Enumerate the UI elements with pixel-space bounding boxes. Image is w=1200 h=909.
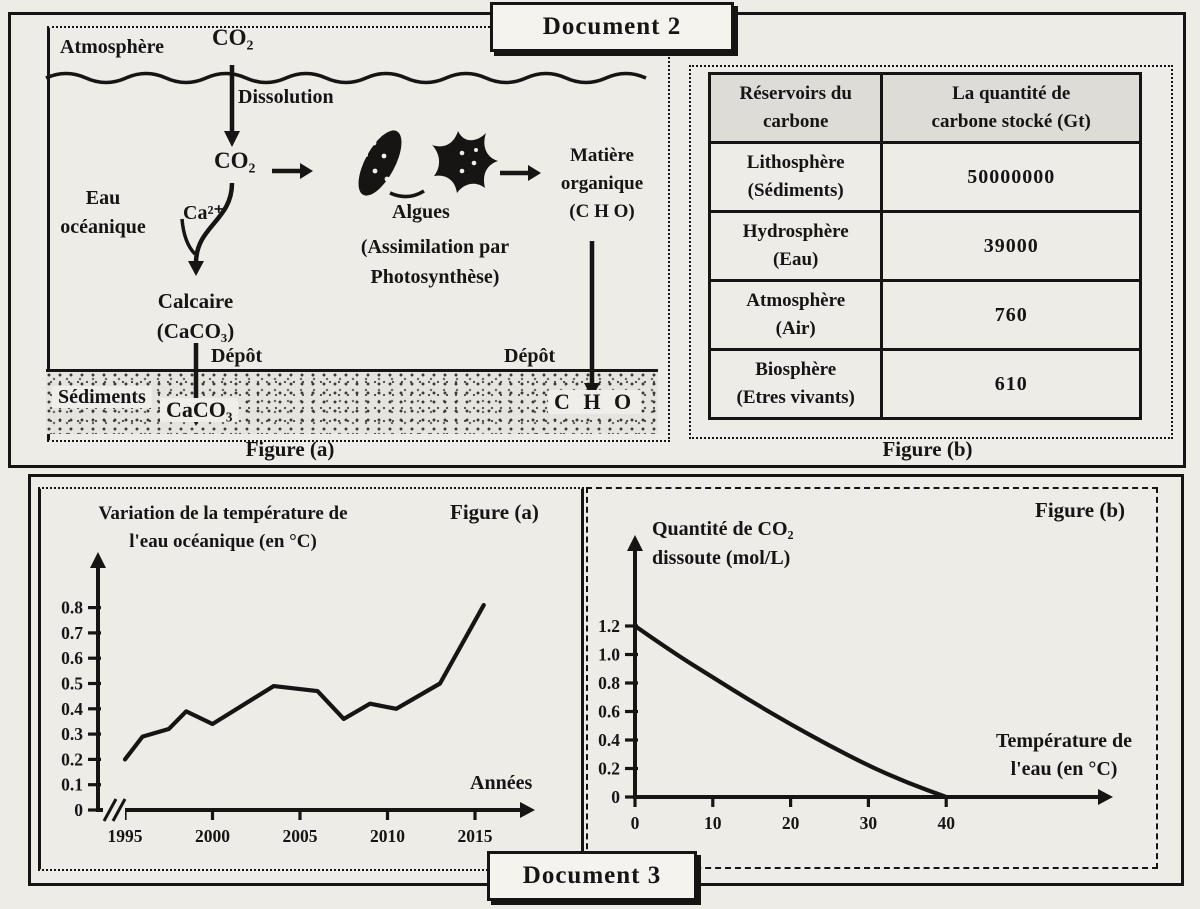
calcium-merge-line: [180, 218, 197, 256]
svg-text:2015: 2015: [458, 826, 493, 846]
svg-text:0: 0: [74, 800, 83, 820]
svg-text:1.0: 1.0: [598, 645, 620, 665]
svg-text:0.1: 0.1: [61, 775, 83, 795]
years-axis-label: Années: [470, 772, 533, 794]
svg-text:0.2: 0.2: [598, 759, 620, 779]
svg-text:20: 20: [782, 813, 800, 833]
document3-title: Document 3: [487, 851, 697, 901]
svg-text:40: 40: [937, 813, 955, 833]
carbon-cycle-diagram: [45, 65, 647, 426]
plankton-icon: [432, 131, 498, 193]
figure-a-caption-doc3: Figure (a): [450, 500, 539, 524]
svg-text:0.4: 0.4: [598, 730, 620, 750]
ocean-surface-line: [45, 71, 647, 85]
sediments-label: Sédiments: [52, 386, 152, 408]
carbon-cycle-figure-panel: [47, 26, 670, 442]
reservoir-value-cell: 50000000: [880, 141, 1142, 213]
svg-text:0: 0: [611, 787, 620, 807]
dissolution-arrow-down-icon: [224, 65, 240, 147]
co2-solubility-chart-panel: [586, 487, 1158, 869]
reservoir-table-panel: [689, 65, 1173, 439]
temperature-line-chart: 0 0.1 0.2 0.3 0.4 0.5 0.6 0.7 0.8 1995 2000 2005 201…: [61, 552, 535, 846]
dissolution-label: Dissolution: [238, 86, 334, 108]
algae-to-organic-arrow-right-icon: [500, 165, 541, 181]
reservoir-name-cell: Biosphère (Etres vivants): [707, 348, 884, 420]
reservoir-name-cell: Hydrosphère (Eau): [707, 210, 884, 282]
table-row: Hydrosphère (Eau) 39000: [707, 210, 1142, 282]
reservoir-column-header: Réservoirs du carbone: [707, 72, 884, 144]
calcium-ion-label: Ca²⁺: [183, 202, 224, 224]
co2-solubility-curve-chart: 0 0.2 0.4 0.6 0.8 1.0 1.2 0 10 20 30 40: [598, 535, 1113, 833]
svg-text:1995: 1995: [108, 826, 143, 846]
depot-right-label: Dépôt: [504, 345, 556, 367]
atmosphere-label: Atmosphère: [60, 36, 165, 58]
svg-text:0.6: 0.6: [61, 648, 83, 668]
organic-matter-label: Matière organique (C H O): [560, 145, 644, 222]
reservoir-value-cell: 39000: [880, 210, 1142, 282]
svg-text:0.7: 0.7: [61, 623, 83, 643]
reservoir-value-cell: 610: [880, 348, 1142, 420]
calcaire-label: Calcaire (CaCO₃): [156, 289, 235, 343]
temperature-chart-title: Variation de la température de l'eau océ…: [98, 503, 348, 552]
svg-text:0.8: 0.8: [598, 673, 620, 693]
reservoir-value-cell: 760: [880, 279, 1142, 351]
water-temperature-axis-label: Température de l'eau (en °C): [995, 730, 1133, 780]
svg-text:1.2: 1.2: [598, 616, 620, 636]
svg-text:0.2: 0.2: [61, 749, 83, 769]
svg-text:30: 30: [860, 813, 878, 833]
organic-deposit-arrow-down-icon: [584, 241, 600, 398]
algae-icon: [358, 130, 425, 199]
svg-text:0.3: 0.3: [61, 724, 83, 744]
figure-b-caption-doc2: Figure (b): [882, 437, 973, 461]
svg-text:10: 10: [704, 813, 722, 833]
co2-axis-label: Quantité de CO₂ dissoute (mol/L): [652, 518, 794, 569]
quantity-column-header: La quantité de carbone stocké (Gt): [880, 72, 1142, 144]
svg-text:0: 0: [631, 813, 640, 833]
figure-b-caption-doc3: Figure (b): [1035, 498, 1126, 522]
algues-label: Algues: [392, 201, 450, 223]
table-row: Atmosphère (Air) 760: [707, 279, 1142, 351]
svg-text:2000: 2000: [195, 826, 230, 846]
table-row: Biosphère (Etres vivants) 610: [707, 348, 1142, 420]
table-header-row: Réservoirs du carbone La quantité de car…: [707, 72, 1142, 144]
carbon-reservoir-table: Réservoirs du carbone La quantité de car…: [707, 72, 1142, 420]
svg-text:2010: 2010: [370, 826, 405, 846]
document2-title: Document 2: [490, 2, 734, 52]
co2-to-calcaire-arrow-down-icon: [180, 182, 235, 276]
reservoir-name-cell: Atmosphère (Air): [707, 279, 884, 351]
cho-sediment-label: C H O: [548, 389, 642, 415]
svg-text:0.5: 0.5: [61, 674, 83, 694]
svg-text:0.4: 0.4: [61, 699, 83, 719]
document3-title-text: Document 3: [522, 862, 662, 889]
figure-a-caption-doc2: Figure (a): [245, 437, 335, 461]
temperature-chart-panel: [38, 487, 584, 871]
ocean-water-label: Eau océanique: [60, 187, 146, 238]
assimilation-label: (Assimilation par Photosynthèse): [360, 236, 510, 288]
svg-text:0.6: 0.6: [598, 702, 620, 722]
table-row: Lithosphère (Sédiments) 50000000: [707, 141, 1142, 213]
caco3-sediment-label: CaCO₃: [160, 397, 239, 423]
reservoir-name-cell: Lithosphère (Sédiments): [707, 141, 884, 213]
co2-air-label: CO₂: [212, 25, 254, 50]
document2-title-text: Document 2: [542, 13, 682, 40]
co2-water-label: CO₂: [214, 148, 256, 173]
svg-text:2005: 2005: [283, 826, 318, 846]
depot-left-label: Dépôt: [211, 345, 263, 367]
co2-to-algae-arrow-right-icon: [272, 163, 313, 179]
svg-text:0.8: 0.8: [61, 598, 83, 618]
